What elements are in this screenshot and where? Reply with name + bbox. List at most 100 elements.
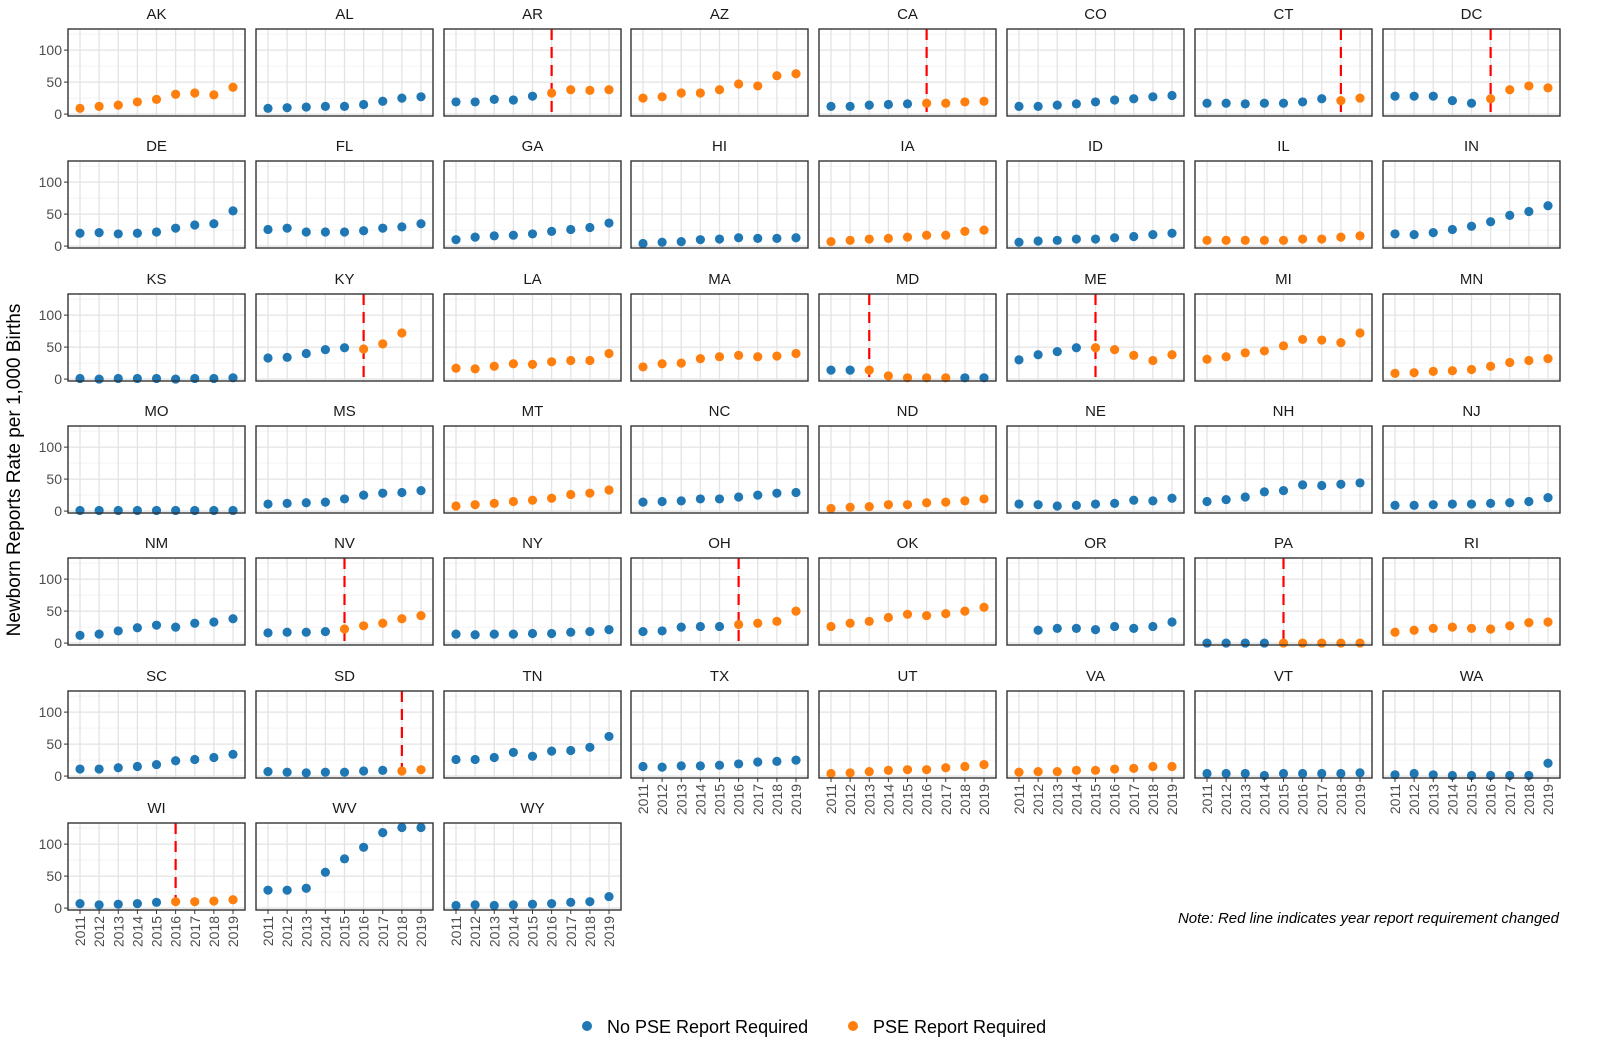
facet-label: NJ [1462,403,1480,420]
data-point-wi-2013 [113,899,123,909]
data-point-az-2018 [772,71,782,81]
data-point-sc-2011 [75,764,85,774]
data-point-ut-2014 [883,765,893,775]
data-point-mi-2017 [1317,335,1327,345]
panel-border [818,160,997,249]
data-point-ny-2015 [527,628,538,639]
data-point-nd-2015 [902,500,913,510]
x-tick-label: 2011 [1199,784,1215,814]
x-tick-label: 2016 [731,784,747,815]
panel-border [1194,160,1373,249]
facet-label: WY [520,800,544,817]
panel-dc: DC [1382,6,1561,117]
data-point-ia-2014 [883,233,893,244]
x-tick-label: 2015 [337,916,353,947]
data-point-mi-2018 [1336,338,1346,348]
facet-label: TN [523,668,543,685]
data-point-il-2011 [1202,235,1212,245]
x-tick-label: 2012 [842,784,858,815]
data-point-ny-2019 [604,625,614,635]
data-point-or-2015 [1090,625,1101,635]
panel-ct: CT [1194,6,1373,117]
panel-nj: NJ [1382,403,1561,514]
data-point-az-2012 [657,92,667,102]
panel-mn: MN [1382,271,1561,382]
x-tick-label: 2015 [712,784,728,815]
data-point-wv-2013 [301,883,311,893]
data-point-md-2019 [979,373,989,383]
data-point-az-2014 [695,88,705,98]
data-point-co-2016 [1110,95,1120,105]
data-point-la-2019 [604,348,614,359]
data-point-ma-2011 [638,362,648,372]
data-point-nd-2014 [883,500,893,510]
y-tick-label: 100 [39,836,63,852]
data-point-sd-2013 [301,768,311,778]
y-tick-label: 0 [54,503,62,519]
panel-pa: PA [1194,535,1373,648]
data-point-nc-2018 [772,488,782,498]
panel-la: LA [443,271,622,382]
data-point-al-2018 [397,93,407,103]
facet-label: IN [1464,138,1479,155]
data-point-in-2018 [1524,206,1534,217]
data-point-va-2018 [1148,761,1158,772]
data-point-tx-2018 [772,756,782,766]
data-point-ok-2019 [979,602,989,612]
data-point-ma-2012 [657,359,667,369]
data-point-pa-2016 [1298,638,1308,648]
panel-ar: AR [443,6,622,117]
data-point-ne-2016 [1110,498,1120,509]
data-point-il-2015 [1278,235,1289,245]
data-point-il-2016 [1298,234,1308,244]
data-point-nh-2017 [1317,480,1327,491]
data-point-id-2018 [1148,229,1158,240]
panel-border [255,293,434,382]
data-point-ny-2011 [451,629,461,639]
data-point-az-2016 [734,79,744,89]
x-tick-label: 2013 [673,784,689,815]
data-point-ok-2012 [845,618,855,628]
data-point-mt-2014 [508,496,518,507]
data-point-tx-2012 [657,762,667,772]
y-tick-label: 50 [46,74,62,90]
data-point-va-2017 [1129,763,1139,774]
data-point-pa-2012 [1221,638,1231,648]
data-point-pa-2017 [1317,638,1327,648]
data-point-fl-2017 [378,223,388,233]
data-point-tn-2012 [470,754,480,765]
data-point-ma-2018 [772,351,782,361]
data-point-nc-2014 [695,494,705,504]
x-tick-label: 2018 [957,784,973,815]
panel-al: AL [255,6,434,117]
data-point-id-2016 [1110,233,1120,243]
data-point-ok-2015 [902,609,913,619]
data-point-tx-2014 [695,761,705,771]
data-point-ar-2017 [566,85,576,95]
data-point-la-2016 [547,357,557,367]
data-point-mn-2017 [1505,357,1515,368]
data-point-me-2019 [1167,350,1177,360]
data-point-az-2011 [638,93,648,103]
y-axis-title: Newborn Reports Rate per 1,000 Births [4,304,25,637]
facet-label: CO [1084,6,1107,23]
x-tick-label: 2019 [1352,784,1368,815]
data-point-pa-2018 [1336,638,1346,648]
data-point-mn-2016 [1486,361,1496,371]
data-point-md-2012 [845,365,855,375]
x-tick-label: 2017 [938,784,954,815]
data-point-la-2015 [527,359,538,369]
data-point-mn-2019 [1543,354,1553,364]
data-point-ri-2014 [1447,622,1457,632]
data-point-nh-2013 [1240,492,1250,502]
data-point-ky-2014 [320,345,330,355]
data-point-il-2017 [1317,234,1327,244]
data-point-oh-2017 [753,618,763,628]
data-point-sd-2012 [282,767,292,777]
facet-label: FL [336,138,354,155]
y-tick-label: 50 [46,736,62,752]
data-point-wi-2019 [228,895,238,905]
data-point-wa-2012 [1409,768,1419,779]
data-point-me-2012 [1033,350,1043,360]
